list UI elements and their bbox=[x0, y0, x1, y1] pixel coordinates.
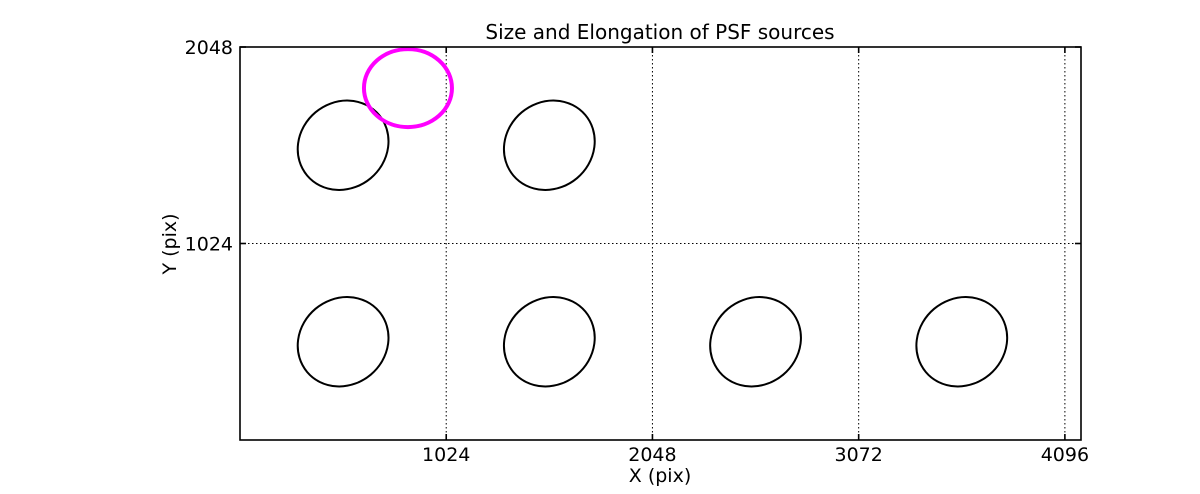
gridlines-layer bbox=[240, 46, 1081, 440]
tick-labels-layer: 1024 2048 3072 4096 1024 2048 bbox=[185, 37, 1089, 466]
x-tick-label: 3072 bbox=[834, 444, 882, 466]
y-axis-label: Y (pix) bbox=[159, 213, 181, 275]
psf-ellipse bbox=[502, 296, 596, 388]
chart-title: Size and Elongation of PSF sources bbox=[485, 20, 834, 44]
psf-ellipse bbox=[709, 296, 802, 388]
x-tick-label: 2048 bbox=[628, 444, 676, 466]
psf-ellipse bbox=[296, 296, 390, 388]
psf-ellipse bbox=[296, 99, 390, 191]
psf-ellipse bbox=[502, 99, 596, 191]
x-tick-label: 1024 bbox=[422, 444, 470, 466]
psf-sources-layer bbox=[296, 47, 1009, 388]
x-tick-label: 4096 bbox=[1041, 444, 1089, 466]
y-tick-label: 1024 bbox=[185, 234, 233, 256]
x-axis-label: X (pix) bbox=[629, 465, 691, 487]
highlighted-psf-ellipse bbox=[361, 47, 454, 130]
psf-ellipse bbox=[915, 296, 1009, 388]
y-tick-label: 2048 bbox=[185, 37, 233, 59]
ticks-layer bbox=[240, 46, 1081, 440]
